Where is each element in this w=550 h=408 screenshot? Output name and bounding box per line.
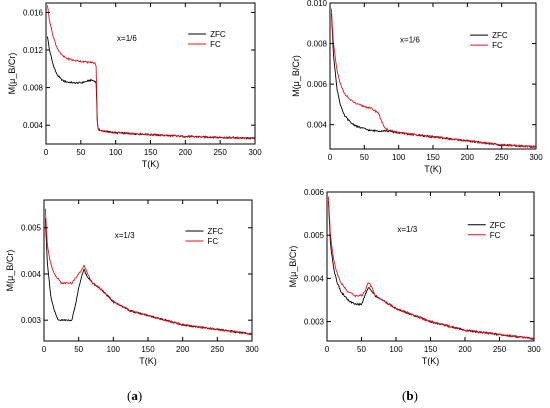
x-tick-label: 150	[144, 148, 158, 157]
composition-annotation: x=1/3	[115, 231, 135, 240]
y-tick-label: 0.016	[23, 8, 44, 17]
x-tick-label: 0	[325, 345, 330, 354]
x-tick-label: 100	[389, 345, 403, 354]
y-tick-label: 0.004	[307, 121, 328, 130]
x-tick-label: 300	[248, 148, 262, 157]
y-tick-label: 0.012	[23, 46, 44, 55]
y-tick-label: 0.005	[21, 224, 42, 233]
y-tick-label: 0.004	[23, 121, 44, 130]
x-tick-label: 50	[357, 345, 366, 354]
x-tick-label: 300	[245, 345, 259, 354]
y-tick-label: 0.005	[304, 231, 325, 240]
x-axis-label: T(K)	[142, 159, 160, 169]
composition-annotation: x=1/3	[397, 225, 417, 234]
x-axis-label: T(K)	[422, 356, 440, 366]
x-tick-label: 0	[44, 148, 49, 157]
series-line-fc	[46, 5, 256, 140]
series-line-fc	[44, 208, 253, 336]
x-tick-label: 250	[495, 153, 509, 162]
x-tick-label: 150	[426, 153, 440, 162]
y-tick-label: 0.006	[307, 80, 328, 89]
x-tick-label: 250	[213, 148, 227, 157]
y-axis-label: M(μ_B/Cr)	[291, 55, 301, 97]
x-tick-label: 0	[42, 345, 47, 354]
composition-annotation: x=1/6	[117, 34, 137, 43]
x-axis-label: T(K)	[139, 356, 157, 366]
plot-frame	[326, 191, 535, 342]
legend-label-zfc: ZFC	[210, 30, 226, 39]
x-tick-label: 200	[461, 153, 475, 162]
legend-label-fc: FC	[490, 231, 501, 240]
x-tick-label: 250	[211, 345, 225, 354]
x-tick-label: 150	[141, 345, 155, 354]
y-tick-label: 0.003	[21, 316, 42, 325]
plot-frame	[45, 2, 256, 145]
legend-label-zfc: ZFC	[490, 221, 506, 230]
y-axis-label: M(μ_B/Cr)	[7, 53, 17, 95]
x-tick-label: 250	[493, 345, 507, 354]
y-axis-label: M(μ_B/Cr)	[5, 250, 15, 292]
legend-label-zfc: ZFC	[492, 31, 508, 40]
series-line-fc	[330, 8, 537, 149]
caption-b: (b)	[402, 388, 418, 403]
x-tick-label: 300	[527, 345, 541, 354]
series-line-fc	[327, 196, 535, 341]
caption-a: (a)	[127, 388, 143, 403]
x-tick-label: 150	[424, 345, 438, 354]
composition-annotation: x=1/6	[400, 35, 420, 44]
x-tick-label: 200	[458, 345, 472, 354]
y-tick-label: 0.006	[304, 188, 325, 197]
x-tick-label: 100	[392, 153, 406, 162]
x-tick-label: 50	[360, 153, 369, 162]
legend-label-fc: FC	[210, 40, 221, 49]
x-tick-label: 50	[74, 345, 83, 354]
x-tick-label: 100	[109, 148, 123, 157]
y-tick-label: 0.004	[21, 270, 42, 279]
x-tick-label: 300	[529, 153, 543, 162]
x-tick-label: 200	[179, 148, 193, 157]
plot-frame	[43, 199, 253, 342]
y-tick-label: 0.003	[304, 318, 325, 327]
y-tick-label: 0.008	[307, 40, 328, 49]
x-tick-label: 0	[328, 153, 333, 162]
y-axis-label: M(μ_B/Cr)	[288, 246, 298, 288]
x-tick-label: 200	[176, 345, 190, 354]
x-axis-label: T(K)	[424, 164, 442, 174]
plot-frame	[329, 2, 537, 150]
x-tick-label: 100	[107, 345, 121, 354]
series-line-zfc	[46, 36, 256, 140]
y-tick-label: 0.004	[304, 274, 325, 283]
x-tick-label: 50	[76, 148, 85, 157]
y-tick-label: 0.010	[307, 0, 328, 8]
legend-label-fc: FC	[492, 41, 503, 50]
legend-label-fc: FC	[207, 237, 218, 246]
legend-label-zfc: ZFC	[207, 227, 223, 236]
y-tick-label: 0.008	[23, 84, 44, 93]
